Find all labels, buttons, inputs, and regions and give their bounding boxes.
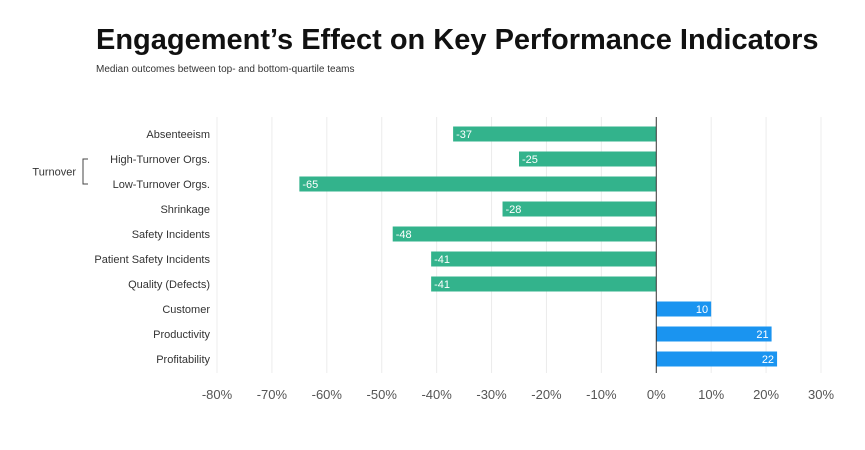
data-label: -48 — [396, 229, 412, 241]
data-label: 21 — [756, 329, 768, 341]
x-tick-label: -40% — [421, 387, 452, 402]
data-label: -37 — [456, 129, 472, 141]
bar — [431, 276, 657, 292]
data-label: -65 — [302, 179, 318, 191]
bar — [392, 226, 657, 242]
category-label: Shrinkage — [160, 204, 210, 216]
x-tick-label: -70% — [257, 387, 288, 402]
x-tick-label: -80% — [202, 387, 233, 402]
bar — [299, 176, 657, 192]
bar — [656, 351, 778, 367]
data-label: 22 — [762, 354, 774, 366]
data-label: -41 — [434, 279, 450, 291]
data-label: -25 — [522, 154, 538, 166]
category-label: High-Turnover Orgs. — [110, 154, 210, 166]
x-tick-label: 0% — [647, 387, 666, 402]
bar — [502, 201, 657, 217]
category-label: Safety Incidents — [132, 229, 211, 241]
x-tick-label: -20% — [531, 387, 562, 402]
category-label: Customer — [162, 304, 210, 316]
category-label: Quality (Defects) — [128, 279, 210, 291]
x-tick-label: 30% — [808, 387, 834, 402]
group-label: Turnover — [32, 167, 76, 179]
bar — [656, 301, 712, 317]
bar — [656, 326, 772, 342]
x-tick-label: -10% — [586, 387, 617, 402]
bar — [431, 251, 657, 267]
x-tick-label: -60% — [312, 387, 343, 402]
chart-subtitle: Median outcomes between top- and bottom-… — [96, 64, 355, 75]
category-label: Profitability — [156, 354, 210, 366]
x-tick-label: 10% — [698, 387, 724, 402]
data-label: 10 — [696, 304, 708, 316]
data-label: -28 — [506, 204, 522, 216]
x-tick-label: 20% — [753, 387, 779, 402]
data-label: -41 — [434, 254, 450, 266]
category-label: Absenteeism — [146, 129, 210, 141]
x-tick-label: -30% — [476, 387, 507, 402]
bar — [519, 151, 657, 167]
category-label: Productivity — [153, 329, 210, 341]
group-bracket — [82, 158, 88, 185]
category-label: Patient Safety Incidents — [94, 254, 210, 266]
x-tick-label: -50% — [367, 387, 398, 402]
chart-title: Engagement’s Effect on Key Performance I… — [96, 24, 819, 56]
bar — [453, 126, 657, 142]
category-label: Low-Turnover Orgs. — [113, 179, 210, 191]
